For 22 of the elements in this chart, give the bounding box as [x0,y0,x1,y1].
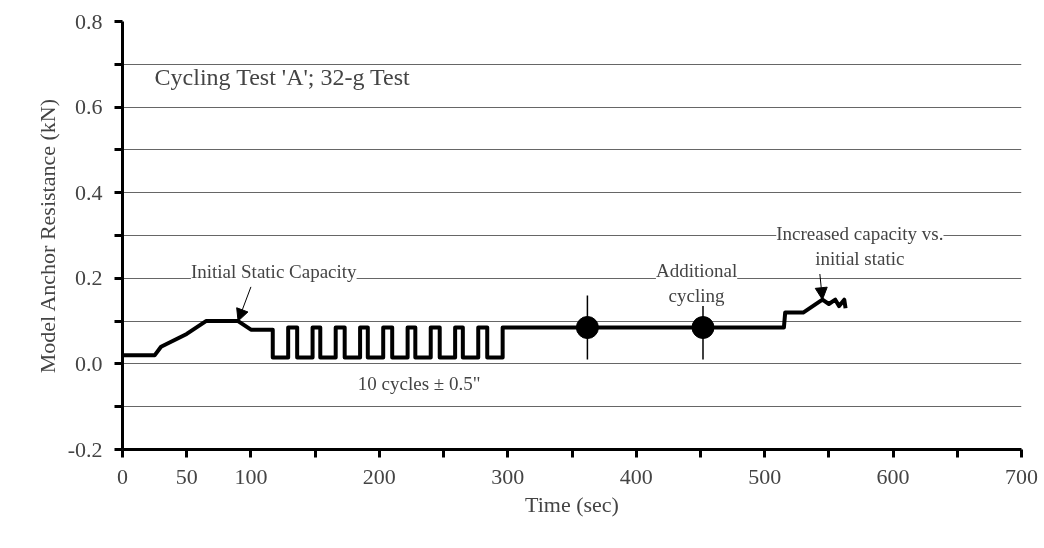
x-tick-label: 700 [1005,463,1038,489]
y-tick-label: 0.0 [75,350,103,376]
x-axis-title: Time (sec) [525,491,619,517]
annotation: Additional cycling [655,259,738,307]
y-tick-label: 0.2 [75,265,103,291]
annotation: Cycling Test 'A'; 32-g Test [154,63,410,90]
x-tick-label: 500 [748,463,782,489]
x-tick-label: 300 [491,463,525,489]
x-tick-label: 200 [362,463,396,489]
y-tick-label: 0.6 [75,94,103,120]
x-tick-label: 400 [619,463,653,489]
annotation: Initial Static Capacity [190,260,358,282]
y-tick-label: 0.8 [75,8,103,34]
x-tick-label: 100 [234,463,268,489]
annotation: 10 cycles ± 0.5" [357,372,481,394]
annotation: Increased capacity vs. initial static [776,222,944,269]
y-tick-label: -0.2 [67,436,103,462]
x-tick-label: 600 [876,463,910,489]
y-tick-label: 0.4 [75,179,103,205]
y-axis-title: Model Anchor Resistance (kN) [34,98,60,374]
x-tick-label: 50 [175,463,198,489]
x-tick-label: 0 [117,463,128,489]
